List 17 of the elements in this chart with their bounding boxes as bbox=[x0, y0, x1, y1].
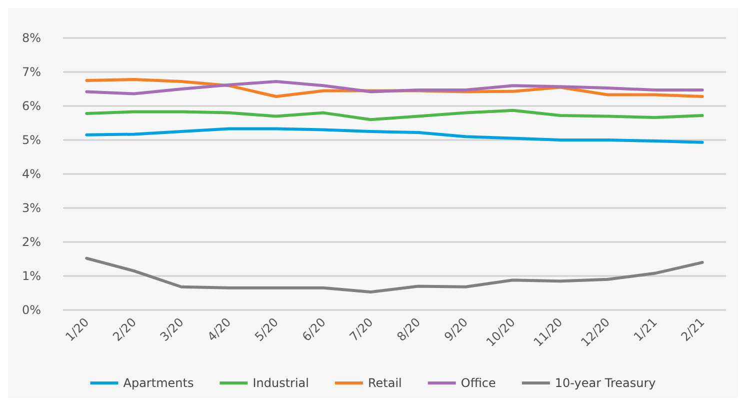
y-tick-label: 4% bbox=[22, 167, 41, 181]
line-series bbox=[85, 127, 704, 144]
y-tick-label: 1% bbox=[22, 269, 41, 283]
y-tick-label: 7% bbox=[22, 65, 41, 79]
y-tick-label: 2% bbox=[22, 235, 41, 249]
line-series bbox=[85, 108, 704, 122]
y-tick-label: 8% bbox=[22, 31, 41, 45]
y-tick-label: 5% bbox=[22, 133, 41, 147]
y-tick-label: 3% bbox=[22, 201, 41, 215]
legend-label: 10-year Treasury bbox=[554, 376, 656, 390]
y-tick-label: 6% bbox=[22, 99, 41, 113]
y-tick-label: 0% bbox=[22, 303, 41, 317]
legend-label: Retail bbox=[368, 376, 402, 390]
legend-label: Office bbox=[460, 376, 496, 390]
line-series bbox=[85, 256, 704, 294]
legend-label: Apartments bbox=[123, 376, 194, 390]
legend-label: Industrial bbox=[252, 376, 309, 390]
